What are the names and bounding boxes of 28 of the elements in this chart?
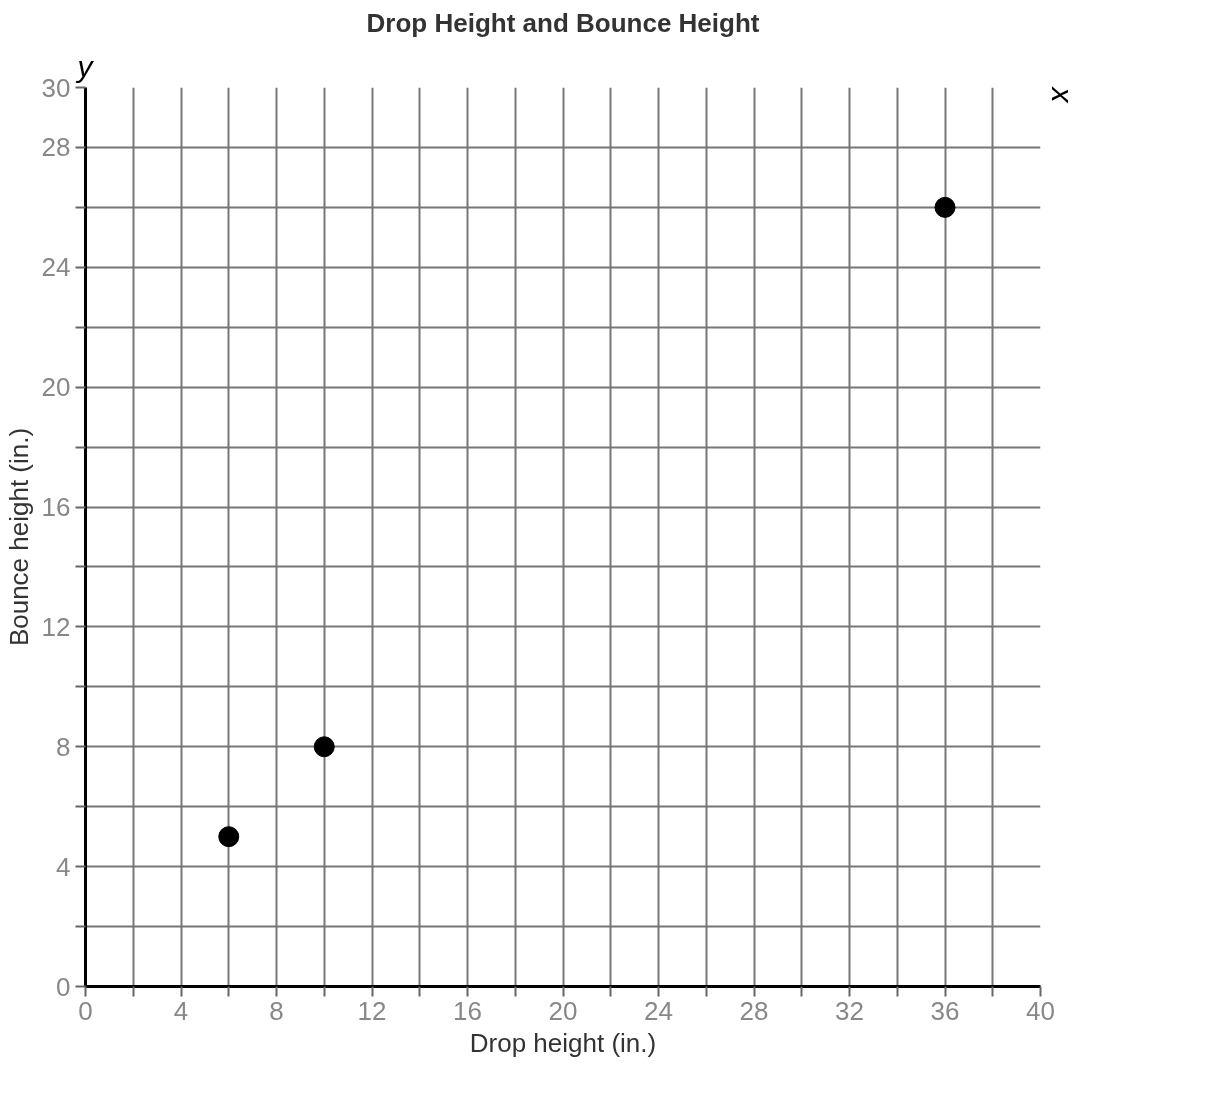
y-tick-label: 20 (41, 372, 71, 403)
x-tick-label: 4 (173, 995, 189, 1026)
y-tick-label: 12 (41, 611, 71, 642)
x-tick-label: 32 (835, 995, 864, 1026)
y-tick-label: 4 (56, 851, 71, 882)
x-tick-label: 16 (453, 995, 482, 1026)
y-tick-label: 0 (56, 971, 71, 1002)
text: x (1045, 85, 1079, 104)
x-tick-label: 8 (269, 995, 284, 1026)
point (218, 826, 240, 848)
x-tick-label: 20 (548, 995, 578, 1026)
x-tick-label: 40 (1026, 995, 1055, 1026)
y-tick-label: 30 (41, 72, 71, 103)
y-tick-label: 8 (56, 731, 71, 762)
x-tick-label: 24 (644, 995, 673, 1026)
y-tick-label: 24 (41, 252, 71, 283)
x-tick-label: 28 (739, 995, 769, 1026)
x-axis-title: Drop height (in.) (469, 1027, 657, 1058)
point (313, 736, 335, 758)
x-tick-label: 12 (357, 995, 387, 1026)
x-tick-label: 0 (78, 995, 93, 1026)
y-tick-label: 28 (41, 132, 71, 163)
x-tick-label: 36 (930, 995, 960, 1026)
point (934, 196, 956, 218)
chart-title: Drop Height and Bounce Height (366, 7, 760, 38)
y-tick-label: 16 (41, 492, 71, 523)
text: y (75, 49, 95, 83)
y-axis-title: Bounce height (in.) (3, 427, 34, 647)
